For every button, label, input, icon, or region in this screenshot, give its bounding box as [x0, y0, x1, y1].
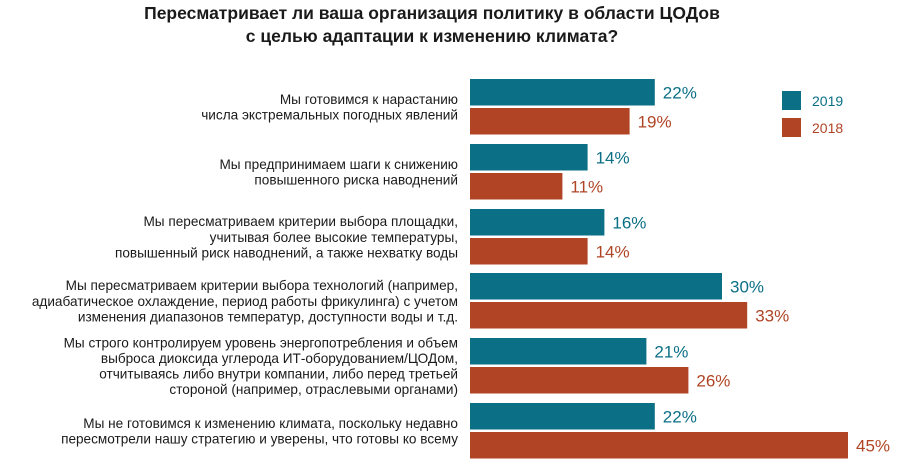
chart-title-line: с целью адаптации к изменению климата? — [246, 26, 618, 46]
category-label: Мы пересматриваем критерии выбора технол… — [66, 278, 458, 293]
bar-2019 — [470, 403, 655, 430]
data-label-2019: 16% — [612, 213, 646, 232]
category-label: стороной (например, отраслевыми органами… — [169, 382, 458, 397]
data-label-2018: 19% — [638, 112, 672, 131]
bar-2019 — [470, 209, 605, 236]
data-label-2019: 30% — [730, 277, 764, 296]
bar-2018 — [470, 302, 748, 329]
category-label: адиабатическое охлаждение, период работы… — [32, 294, 458, 309]
data-label-2019: 22% — [663, 83, 697, 102]
bar-2018 — [470, 108, 630, 135]
data-label-2019: 22% — [663, 407, 697, 426]
category-label: повышенного риска наводнений — [254, 173, 458, 188]
bar-2018 — [470, 432, 848, 459]
data-label-2018: 14% — [596, 242, 630, 261]
bar-2019 — [470, 79, 655, 106]
legend-swatch-2018 — [782, 118, 801, 137]
legend-label: 2018 — [812, 120, 843, 136]
category-label: Мы пересматриваем критерии выбора площад… — [143, 214, 458, 229]
category-label: повышенный риск наводнений, а также нехв… — [115, 245, 458, 260]
bar-2019 — [470, 144, 588, 171]
category-label: Мы предпринимаем шаги к снижению — [219, 157, 458, 172]
category-label: числа экстремальных погодных явлений — [201, 108, 458, 123]
category-label: Мы готовимся к нарастанию — [280, 92, 458, 107]
bar-2019 — [470, 338, 647, 365]
data-label-2019: 14% — [596, 148, 630, 167]
category-label: изменения диапазонов температур, доступн… — [78, 309, 458, 324]
data-label-2018: 26% — [696, 371, 730, 390]
bar-2019 — [470, 273, 722, 300]
chart-title-line: Пересматривает ли ваша организация полит… — [144, 3, 720, 23]
legend-swatch-2019 — [782, 91, 801, 110]
category-label: пересмотрели нашу стратегию и уверены, ч… — [61, 432, 458, 447]
legend-label: 2019 — [812, 93, 843, 109]
bar-2018 — [470, 367, 689, 394]
category-label: Мы строго контролируем уровень энергопот… — [64, 335, 458, 350]
bar-2018 — [470, 238, 588, 265]
data-label-2018: 11% — [570, 177, 603, 196]
category-label: выброса диоксида углерода ИТ-оборудовани… — [101, 351, 458, 366]
category-label: учитывая более высокие температуры, — [210, 230, 458, 245]
category-label: Мы не готовимся к изменению климата, пос… — [83, 416, 458, 431]
bar-2018 — [470, 173, 563, 200]
data-label-2018: 45% — [856, 436, 890, 455]
data-label-2019: 21% — [654, 342, 688, 361]
data-label-2018: 33% — [755, 306, 789, 325]
category-label: отчитываясь либо внутри компании, либо п… — [99, 367, 458, 382]
